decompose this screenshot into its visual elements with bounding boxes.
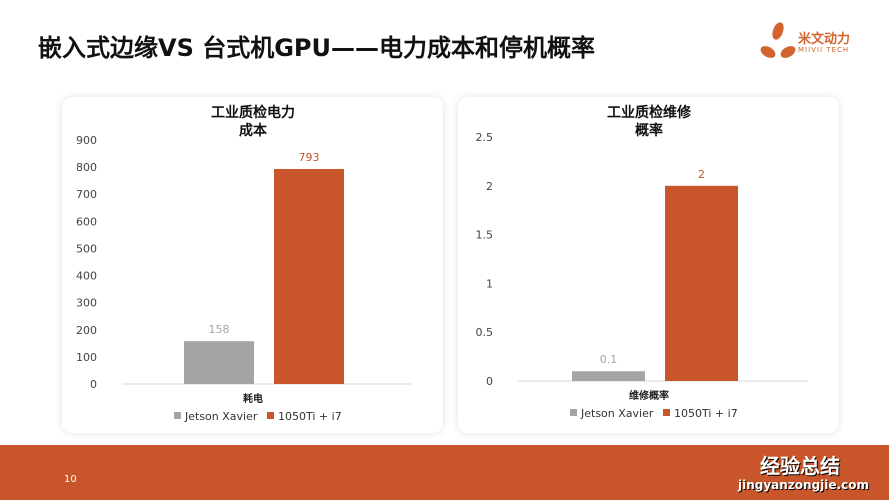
- bar-jetson-xavier: [572, 371, 645, 381]
- chart-card-maintenance-probability: 工业质检维修 概率 0 0.5 1 1.5 2 2.5 0.1 2 维修概率 Jetson Xavie…: [458, 97, 839, 433]
- chart-title: 工业质检电力: [211, 104, 295, 121]
- logo-subtitle: MIIVII TECH: [798, 46, 850, 54]
- y-tick-label: 0: [90, 378, 97, 391]
- legend-label: 1050Ti + i7: [278, 410, 342, 423]
- y-tick-label: 800: [76, 161, 97, 174]
- watermark: 经验总结: [760, 454, 840, 478]
- legend-label: Jetson Xavier: [580, 407, 654, 420]
- x-category-label: 耗电: [243, 392, 263, 405]
- page-title: 嵌入式边缘VS 台式机GPU——电力成本和停机概率: [38, 34, 595, 62]
- x-category-label: 维修概率: [629, 389, 669, 402]
- legend-swatch: [267, 412, 274, 419]
- y-tick-label: 600: [76, 215, 97, 228]
- y-tick-label: 900: [76, 134, 97, 147]
- legend-swatch: [174, 412, 181, 419]
- legend-label: 1050Ti + i7: [674, 407, 738, 420]
- y-tick-label: 500: [76, 242, 97, 255]
- y-tick-label: 2.5: [476, 131, 494, 144]
- logo-icon: [760, 22, 796, 58]
- y-tick-label: 0.5: [476, 326, 494, 339]
- chart-card-power-cost: 工业质检电力 成本 0 100 200 300 400 500 600 700 800 900 158 7…: [62, 97, 443, 433]
- page-number: 10: [64, 474, 77, 485]
- y-tick-label: 0: [486, 375, 493, 388]
- chart-title: 成本: [239, 122, 268, 139]
- y-tick-label: 700: [76, 188, 97, 201]
- data-label: 2: [698, 168, 705, 181]
- y-tick-label: 2: [486, 180, 493, 193]
- watermark-url: jingyanzongjie.com: [738, 478, 869, 492]
- y-tick-label: 100: [76, 351, 97, 364]
- y-tick-label: 200: [76, 324, 97, 337]
- y-tick-label: 400: [76, 270, 97, 283]
- bar-1050ti-i7: [665, 185, 738, 381]
- footer-band: [0, 445, 889, 500]
- logo: 米文动力 MIIVII TECH: [760, 22, 870, 66]
- bar-jetson-xavier: [184, 341, 254, 384]
- data-label: 0.1: [600, 353, 618, 366]
- data-label: 793: [299, 151, 320, 164]
- bar-1050ti-i7: [274, 169, 344, 384]
- chart-title: 工业质检维修: [607, 104, 692, 121]
- legend-label: Jetson Xavier: [184, 410, 258, 423]
- data-label: 158: [209, 323, 230, 336]
- y-tick-label: 300: [76, 297, 97, 310]
- y-tick-label: 1.5: [476, 229, 494, 242]
- chart-title: 概率: [635, 122, 663, 139]
- legend-swatch: [570, 409, 577, 416]
- legend-swatch: [663, 409, 670, 416]
- y-tick-label: 1: [486, 277, 493, 290]
- logo-name: 米文动力: [798, 32, 851, 47]
